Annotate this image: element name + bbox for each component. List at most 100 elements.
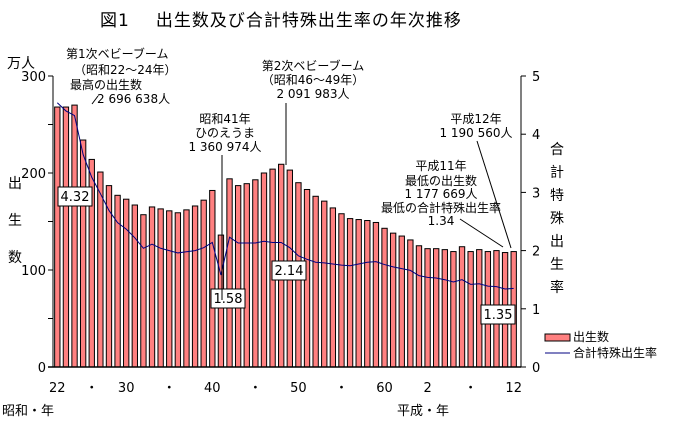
line-series (56, 102, 514, 290)
bar-1958 (148, 206, 156, 368)
y-unit-label: 万人 (7, 56, 35, 72)
bar-1949 (71, 104, 78, 368)
annotation-hinoe-line: ひのえうま (195, 126, 255, 140)
x-tick-label: 60 (376, 381, 393, 396)
tfr-line (56, 102, 514, 290)
legend-bar-label: 出生数 (573, 329, 609, 344)
x-label-heisei: 平成・年 (397, 404, 449, 419)
bar-1968 (234, 185, 242, 368)
annotation-boom1-line: （昭和22～24年） (74, 63, 177, 77)
bar-1970 (252, 179, 259, 368)
data-label: 4.32 (61, 190, 90, 205)
y2-tick-label: 1 (532, 303, 540, 318)
bar-1962 (183, 209, 190, 368)
bar-1961 (174, 212, 182, 368)
x-tick-label: 50 (290, 381, 307, 396)
x-tick-label: ・ (335, 381, 348, 396)
y2-axis-title-char: 殊 (550, 211, 564, 227)
data-label-box (271, 260, 307, 281)
bar-1948 (62, 106, 70, 368)
x-tick-label: ・ (249, 381, 262, 396)
data-label-box (480, 304, 516, 325)
bar-1950 (79, 139, 87, 368)
title-text: 出生数及び合計特殊出生率の年次推移 (155, 11, 462, 31)
data-label: 2.14 (275, 264, 304, 279)
bar-1994 (458, 246, 466, 368)
annotation-h12-line: 平成12年 (450, 112, 501, 126)
data-label-box (210, 288, 246, 309)
bar-1990 (424, 248, 431, 368)
bar-1955 (123, 198, 130, 368)
leader-h12 (476, 140, 512, 249)
bar-1993 (450, 251, 457, 368)
annotation-boom1-line: 最高の出生数 (70, 77, 142, 92)
bar-1954 (114, 194, 121, 368)
y-tick-label: 0 (38, 361, 46, 376)
bar-1963 (191, 205, 199, 368)
bar-1985 (381, 227, 388, 368)
y2-tick-label: 4 (532, 128, 540, 143)
bar-1952 (97, 171, 104, 368)
y2-tick-label: 2 (532, 245, 540, 260)
bar-1965 (209, 189, 216, 368)
leader-boom1 (91, 95, 99, 105)
y-axis-title-char: 生 (8, 213, 22, 229)
bar-1995 (467, 251, 474, 368)
bar-1986 (389, 232, 397, 368)
y-tick-label: 100 (21, 264, 46, 279)
bar-1964 (200, 199, 207, 368)
x-tick-label: ・ (163, 381, 176, 396)
annotation-h12-line: 1 190 560人 (439, 126, 512, 140)
bar-1982 (355, 219, 362, 368)
legend-line-label: 合計特殊出生率 (573, 345, 657, 360)
annotation-boom2-line: 2 091 983人 (276, 87, 349, 101)
y2-tick-label: 0 (532, 361, 540, 376)
bar-1960 (166, 210, 173, 368)
bar-1984 (372, 221, 380, 368)
y2-axis-title-char: 率 (550, 279, 564, 296)
x-tick-label: 12 (505, 381, 522, 396)
bar-1957 (140, 214, 147, 368)
annotation-h11-line: 平成11年 (415, 159, 466, 173)
bar-1987 (398, 235, 405, 368)
bar-1992 (441, 249, 448, 368)
bar-1981 (346, 218, 354, 368)
annotation-hinoe-line: 昭和41年 (199, 112, 250, 126)
data-label: 1.35 (484, 308, 513, 323)
data-label: 1.58 (214, 292, 243, 307)
y2-axis-title-char: 生 (550, 257, 564, 273)
y2-axis-title-char: 出 (550, 234, 564, 250)
x-tick-label: 2 (423, 381, 431, 396)
annotation-h11-line: 1.34 (428, 214, 455, 228)
bar-1947 (54, 106, 61, 368)
annotation-boom1-line: 第1次ベビーブーム (66, 46, 169, 61)
y2-tick-label: 3 (532, 186, 540, 201)
x-tick-label: ・ (85, 381, 98, 396)
bar-1980 (338, 213, 345, 368)
y2-axis-title-char: 合 (550, 142, 564, 158)
x-tick-label: 40 (204, 381, 221, 396)
y2-axis-title-char: 計 (550, 165, 564, 181)
bar-1969 (243, 183, 250, 368)
annotation-h11-line: 最低の出生数 (405, 173, 477, 188)
annotation-h11-line: 1 177 669人 (404, 187, 477, 201)
leader-h11 (459, 218, 504, 248)
annotation-boom1-line: 2 696 638人 (97, 92, 170, 106)
y2-axis-title-char: 特 (550, 188, 564, 204)
y-axis-title-char: 数 (8, 250, 22, 266)
figure-number: 図1 (100, 11, 130, 31)
x-tick-label: ・ (464, 381, 477, 396)
annotation-h11-line: 最低の合計特殊出生率 (381, 200, 501, 215)
bar-1967 (226, 178, 233, 368)
bar-1983 (364, 220, 371, 368)
x-tick-label: 30 (118, 381, 135, 396)
y-tick-label: 300 (21, 70, 46, 85)
y2-tick-label: 5 (532, 70, 540, 85)
bar-1991 (433, 248, 440, 368)
data-labels: 4.32 1.58 2.14 1.35 (57, 186, 516, 325)
bar-1978 (321, 200, 328, 368)
